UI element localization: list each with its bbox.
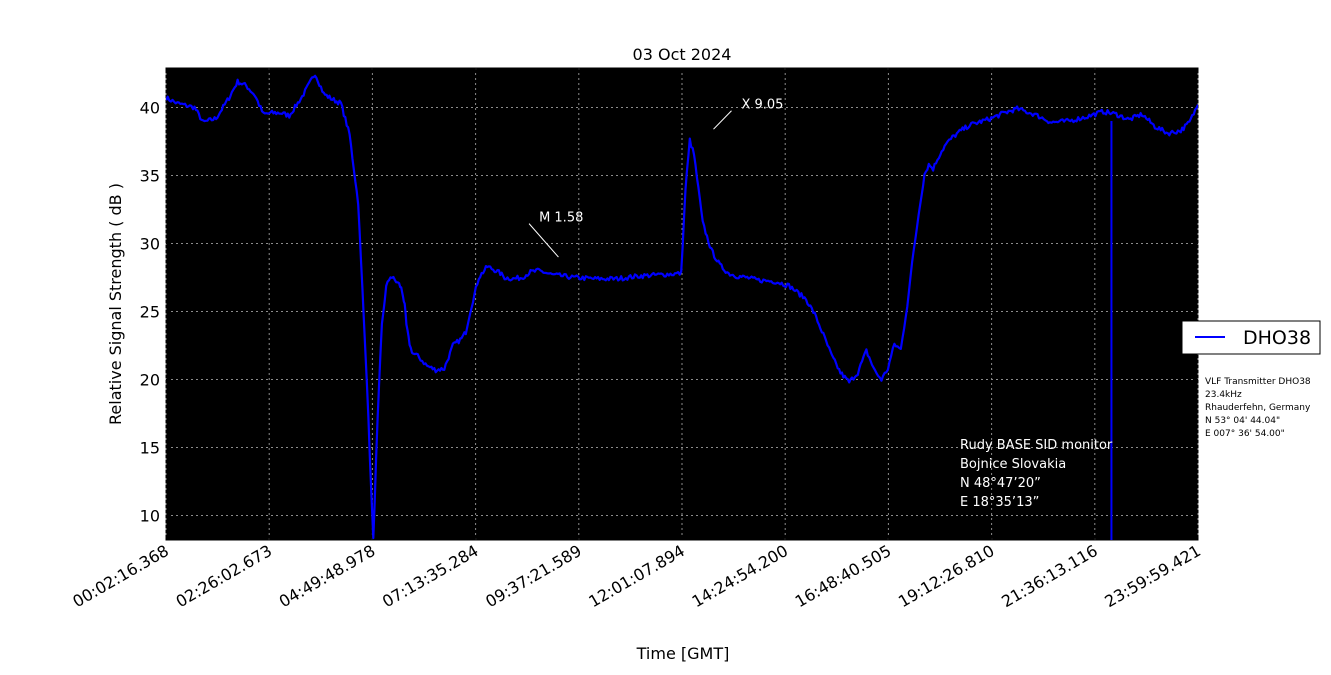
chart-title: 03 Oct 2024: [633, 45, 732, 64]
y-tick-label-0: 10: [140, 507, 160, 526]
series-group: [166, 74, 1198, 540]
x-tick-label-8: 19:12:26.810: [895, 541, 998, 611]
x-tick-label-9: 21:36:13.116: [998, 541, 1101, 611]
x-tick-label-1: 02:26:02.673: [173, 541, 276, 611]
x-tick-label-3: 07:13:35.284: [379, 541, 482, 611]
x-tick-label-2: 04:49:48.978: [276, 541, 379, 611]
y-axis-label: Relative Signal Strength ( dB ): [106, 183, 125, 425]
legend-label-dho38: DHO38: [1243, 327, 1311, 349]
y-tick-label-6: 40: [140, 98, 160, 117]
annotation-pointer-0: [528, 223, 559, 258]
tx-line-5: E 007° 36' 54.00": [1205, 429, 1285, 439]
y-tick-label-5: 35: [140, 166, 160, 185]
station-info: Rudy BASE SID monitor Bojnice Slovakia N…: [960, 438, 1113, 510]
x-tick-label-0: 00:02:16.368: [69, 541, 172, 611]
x-tick-label-4: 09:37:21.589: [482, 541, 585, 611]
transmitter-info: VLF Transmitter DHO38 23.4kHz Rhauderfeh…: [1205, 377, 1311, 439]
x-tick-label-7: 16:48:40.505: [792, 541, 895, 611]
flare-annotations: M 1.58 X 9.05: [528, 98, 783, 258]
annotation-label-0: M 1.58: [539, 211, 583, 226]
tx-line-1: VLF Transmitter DHO38: [1205, 377, 1311, 387]
tx-line-2: 23.4kHz: [1205, 390, 1242, 400]
y-tick-label-3: 25: [140, 302, 160, 321]
y-tick-labels: 10 15 20 25 30 35 40: [140, 98, 160, 525]
x-tick-label-10: 23:59:59.421: [1101, 541, 1204, 611]
x-tick-labels: 00:02:16.368 02:26:02.673 04:49:48.978 07:1…: [69, 541, 1204, 611]
annotation-label-1: X 9.05: [741, 98, 783, 113]
tx-line-4: N 53° 04' 44.04": [1205, 416, 1280, 426]
station-line-1: Rudy BASE SID monitor: [960, 438, 1113, 453]
y-tick-label-4: 30: [140, 234, 160, 253]
y-tick-label-2: 20: [140, 370, 160, 389]
y-tick-label-1: 15: [140, 439, 160, 458]
annotation-pointer-1: [713, 110, 732, 130]
station-line-2: Bojnice Slovakia: [960, 457, 1066, 472]
station-line-4: E 18°35’13”: [960, 495, 1039, 510]
grid-lines: [165, 68, 1199, 540]
x-tick-label-5: 12:01:07.894: [585, 541, 688, 611]
x-tick-label-6: 14:24:54.200: [689, 541, 792, 611]
series-line-dho38: [166, 74, 1198, 540]
legend: DHO38: [1181, 320, 1321, 355]
station-line-3: N 48°47’20”: [960, 476, 1041, 491]
tx-line-3: Rhauderfehn, Germany: [1205, 403, 1311, 413]
x-axis-label: Time [GMT]: [636, 644, 730, 663]
